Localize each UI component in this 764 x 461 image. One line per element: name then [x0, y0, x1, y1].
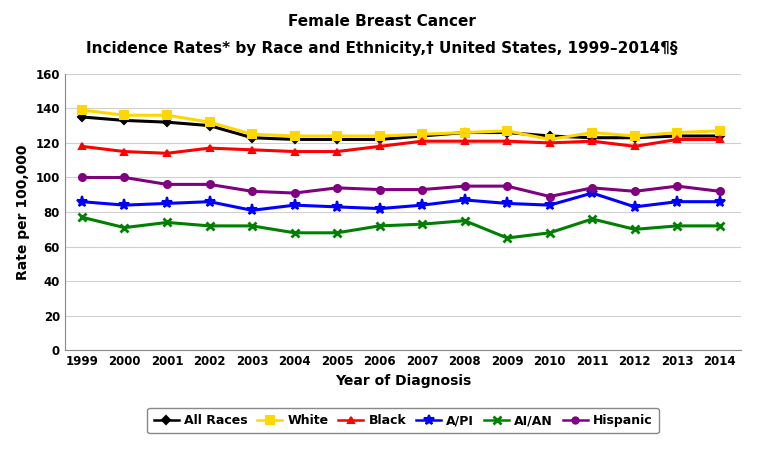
- X-axis label: Year of Diagnosis: Year of Diagnosis: [335, 374, 471, 388]
- Text: Female Breast Cancer: Female Breast Cancer: [288, 14, 476, 29]
- Y-axis label: Rate per 100,000: Rate per 100,000: [16, 144, 30, 280]
- Legend: All Races, White, Black, A/PI, AI/AN, Hispanic: All Races, White, Black, A/PI, AI/AN, Hi…: [147, 408, 659, 433]
- Text: Incidence Rates* by Race and Ethnicity,† United States, 1999–2014¶§: Incidence Rates* by Race and Ethnicity,†…: [86, 41, 678, 57]
